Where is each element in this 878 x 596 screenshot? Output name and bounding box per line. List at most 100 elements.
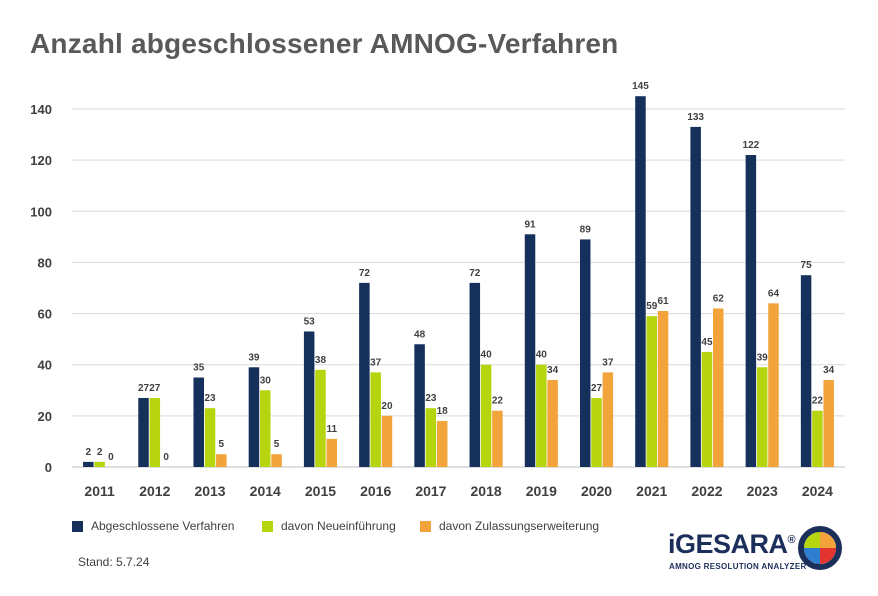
legend-item-zulassungserweiterung: davon Zulassungserweiterung bbox=[420, 517, 599, 535]
stand-date: Stand: 5.7.24 bbox=[78, 555, 150, 569]
bar-abgeschlossene bbox=[635, 96, 646, 467]
data-label: 23 bbox=[425, 393, 437, 404]
y-tick-label: 40 bbox=[38, 358, 52, 373]
bar-abgeschlossene bbox=[745, 155, 757, 467]
data-label: 35 bbox=[193, 363, 205, 374]
x-tick-label: 2015 bbox=[305, 483, 336, 499]
bar-abgeschlossene bbox=[303, 331, 315, 467]
legend-swatch-zulassungserweiterung bbox=[420, 520, 431, 532]
bar-abgeschlossene bbox=[414, 344, 425, 467]
bar-zulassungserweiterung bbox=[547, 380, 558, 467]
data-label: 38 bbox=[315, 355, 327, 366]
data-label: 133 bbox=[687, 112, 704, 123]
bar-neueinfuehrung bbox=[591, 397, 602, 467]
bar-neueinfuehrung bbox=[425, 408, 437, 467]
y-tick-label: 20 bbox=[38, 409, 52, 424]
bar-abgeschlossene bbox=[469, 282, 481, 467]
x-tick-label: 2012 bbox=[139, 483, 170, 499]
data-label: 39 bbox=[248, 352, 260, 363]
data-label: 0 bbox=[163, 452, 169, 463]
bar-zulassungserweiterung bbox=[381, 415, 393, 467]
data-label: 2 bbox=[97, 447, 103, 458]
x-tick-label: 2021 bbox=[636, 483, 667, 499]
data-label: 64 bbox=[768, 288, 780, 299]
x-tick-label: 2022 bbox=[691, 483, 722, 499]
bar-zulassungserweiterung bbox=[823, 380, 834, 467]
data-label: 5 bbox=[219, 439, 225, 450]
data-label: 72 bbox=[359, 268, 371, 279]
data-label: 30 bbox=[260, 375, 272, 386]
data-label: 11 bbox=[326, 424, 337, 435]
bar-neueinfuehrung bbox=[756, 367, 768, 467]
x-tick-label: 2024 bbox=[802, 483, 833, 499]
data-label: 59 bbox=[646, 301, 658, 312]
logo-wordmark: iGESARA® bbox=[668, 529, 796, 559]
data-label: 45 bbox=[701, 337, 713, 348]
bar-neueinfuehrung bbox=[536, 364, 547, 467]
x-tick-label: 2023 bbox=[747, 483, 778, 499]
data-label: 18 bbox=[437, 406, 449, 417]
legend-label-zulassungserweiterung: davon Zulassungserweiterung bbox=[439, 519, 600, 533]
bar-zulassungserweiterung bbox=[657, 311, 669, 467]
y-tick-label: 80 bbox=[38, 255, 52, 270]
data-label: 22 bbox=[812, 396, 824, 407]
legend-label-abgeschlossene: Abgeschlossene Verfahren bbox=[91, 519, 235, 533]
data-label: 122 bbox=[743, 140, 760, 151]
bar-abgeschlossene bbox=[138, 397, 149, 467]
data-label: 34 bbox=[547, 365, 559, 376]
data-label: 34 bbox=[823, 365, 835, 376]
data-label: 61 bbox=[657, 296, 669, 307]
x-tick-label: 2016 bbox=[360, 483, 391, 499]
bar-zulassungserweiterung bbox=[492, 410, 503, 467]
data-label: 37 bbox=[602, 357, 614, 368]
data-label: 145 bbox=[632, 81, 649, 92]
x-tick-label: 2011 bbox=[84, 483, 115, 499]
x-tick-label: 2017 bbox=[415, 483, 446, 499]
data-label: 27 bbox=[149, 383, 161, 394]
chart-title: Anzahl abgeschlossener AMNOG-Verfahren bbox=[30, 28, 619, 59]
bar-neueinfuehrung bbox=[480, 364, 492, 467]
bar-neueinfuehrung bbox=[149, 397, 161, 467]
bar-abgeschlossene bbox=[800, 275, 812, 467]
bar-zulassungserweiterung bbox=[602, 372, 614, 467]
x-tick-label: 2019 bbox=[526, 483, 557, 499]
bar-neueinfuehrung bbox=[204, 408, 216, 467]
x-tick-label: 2014 bbox=[250, 483, 281, 499]
bar-abgeschlossene bbox=[359, 282, 370, 467]
data-label: 89 bbox=[580, 224, 592, 235]
data-label: 22 bbox=[492, 396, 504, 407]
y-tick-label: 100 bbox=[30, 204, 52, 219]
bar-neueinfuehrung bbox=[315, 369, 326, 467]
data-label: 39 bbox=[757, 352, 769, 363]
legend-item-neueinfuehrung: davon Neueinführung bbox=[262, 517, 396, 535]
data-label: 40 bbox=[536, 350, 548, 361]
y-tick-label: 120 bbox=[30, 153, 52, 168]
y-tick-label: 140 bbox=[30, 102, 52, 117]
data-label: 91 bbox=[524, 219, 536, 230]
bar-zulassungserweiterung bbox=[216, 454, 227, 467]
bar-abgeschlossene bbox=[524, 234, 536, 467]
data-label: 37 bbox=[370, 357, 382, 368]
x-tick-label: 2020 bbox=[581, 483, 612, 499]
bar-abgeschlossene bbox=[83, 461, 94, 467]
data-label: 72 bbox=[469, 268, 481, 279]
data-label: 0 bbox=[108, 452, 114, 463]
data-label: 48 bbox=[414, 329, 426, 340]
data-label: 23 bbox=[204, 393, 216, 404]
data-label: 75 bbox=[801, 260, 813, 271]
logo-subtitle: AMNOG RESOLUTION ANALYZER bbox=[669, 562, 807, 571]
bar-zulassungserweiterung bbox=[768, 303, 779, 467]
bar-abgeschlossene bbox=[193, 377, 204, 467]
bar-zulassungserweiterung bbox=[436, 420, 448, 467]
bar-neueinfuehrung bbox=[370, 372, 381, 467]
bar-abgeschlossene bbox=[248, 367, 260, 467]
data-label: 2 bbox=[86, 447, 92, 458]
data-label: 27 bbox=[138, 383, 150, 394]
data-label: 62 bbox=[713, 293, 725, 304]
data-label: 53 bbox=[304, 316, 316, 327]
legend-label-neueinfuehrung: davon Neueinführung bbox=[281, 519, 396, 533]
legend-item-abgeschlossene: Abgeschlossene Verfahren bbox=[72, 517, 234, 535]
y-tick-label: 60 bbox=[38, 307, 52, 322]
data-label: 40 bbox=[481, 350, 493, 361]
